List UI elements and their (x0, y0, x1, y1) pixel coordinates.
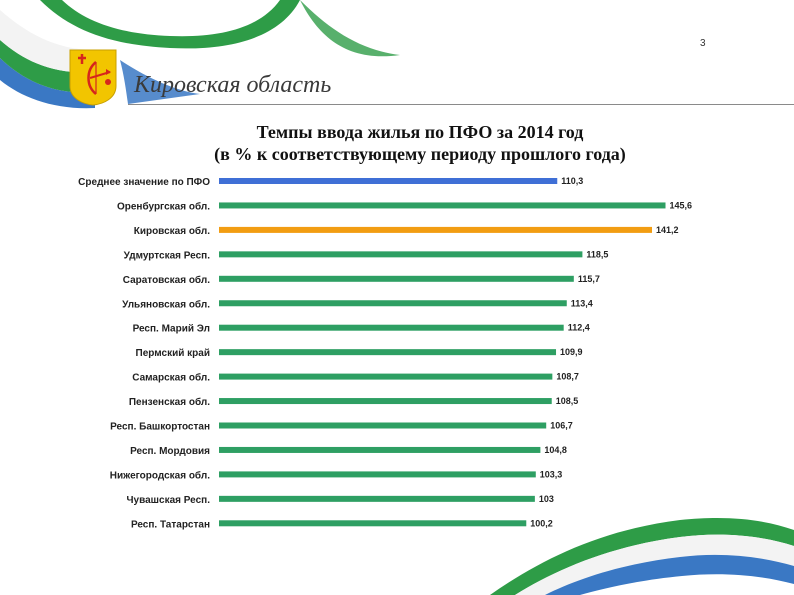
bar (219, 495, 535, 502)
category-label: Респ. Башкортостан (110, 422, 210, 433)
value-label: 109,9 (560, 347, 583, 357)
value-label: 108,5 (556, 396, 579, 406)
category-label: Оренбургская обл. (117, 200, 210, 212)
bar (219, 373, 553, 380)
category-label: Кировская обл. (134, 225, 210, 237)
bar (219, 251, 583, 258)
category-label: Саратовская обл. (123, 274, 210, 286)
category-label: Пензенская обл. (129, 396, 210, 408)
chart-title: Темпы ввода жилья по ПФО за 2014 год (256, 122, 584, 142)
value-label: 113,4 (571, 298, 593, 308)
bar (219, 520, 527, 527)
category-label: Чувашская Респ. (127, 495, 211, 506)
page-number: 3 (700, 38, 706, 49)
value-label: 112,4 (568, 323, 590, 333)
bar (219, 202, 666, 209)
value-label: 106,7 (550, 421, 573, 431)
bar (219, 324, 564, 331)
bar (219, 178, 558, 184)
value-label: 100,2 (530, 518, 553, 528)
value-label: 103,3 (540, 469, 563, 479)
region-title: Кировская область (134, 72, 332, 98)
value-label: 141,2 (656, 225, 679, 235)
bar (219, 471, 536, 478)
bar (219, 446, 541, 453)
value-label: 103 (539, 494, 554, 504)
category-label: Респ. Мордовия (130, 446, 210, 457)
category-label: Удмуртская Респ. (124, 250, 211, 261)
value-label: 115,7 (578, 274, 600, 284)
title-divider (128, 104, 794, 105)
value-label: 110,3 (561, 176, 583, 186)
chart-subtitle: (в % к соответствующему периоду прошлого… (214, 144, 626, 164)
category-label: Среднее значение по ПФО (78, 177, 210, 188)
category-label: Самарская обл. (132, 372, 210, 384)
kirov-coat-of-arms-icon (69, 49, 117, 106)
category-label: Респ. Марий Эл (133, 324, 210, 335)
category-label: Респ. Татарстан (131, 519, 210, 530)
bar (219, 422, 547, 429)
category-label: Ульяновская обл. (122, 298, 210, 310)
value-label: 118,5 (586, 249, 608, 259)
value-label: 104,8 (544, 445, 567, 455)
bar (219, 300, 567, 307)
value-label: 145,6 (670, 200, 693, 210)
bar (219, 275, 574, 282)
category-label: Пермский край (136, 348, 210, 359)
bar (219, 349, 557, 356)
category-label: Нижегородская обл. (110, 469, 210, 481)
value-label: 108,7 (556, 372, 579, 382)
bar (219, 398, 552, 405)
bar (219, 226, 653, 233)
